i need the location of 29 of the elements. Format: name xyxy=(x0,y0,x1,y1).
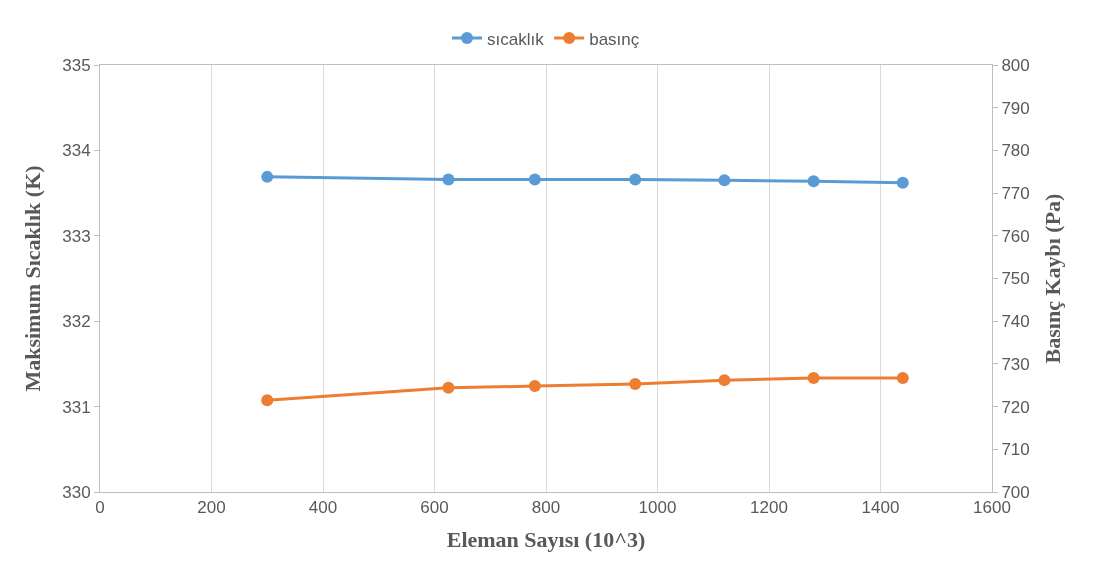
y2-tick-label: 770 xyxy=(1001,184,1030,204)
y2-tick-label: 720 xyxy=(1001,397,1030,417)
x-tick-label: 1200 xyxy=(750,498,788,518)
y-axis-title: Maksimum Sıcaklık (K) xyxy=(20,165,46,392)
y-tick-label: 334 xyxy=(62,141,91,161)
x-tick-label: 200 xyxy=(197,498,226,518)
legend-label: basınç xyxy=(589,29,640,49)
x-tick-label: 1400 xyxy=(861,498,900,518)
legend-label: sıcaklık xyxy=(487,29,545,49)
y2-tick-label: 760 xyxy=(1001,226,1030,246)
x-tick-label: 400 xyxy=(308,498,338,518)
y2-tick-label: 730 xyxy=(1001,354,1030,374)
x-tick-label: 800 xyxy=(531,498,561,518)
y2-tick-label: 750 xyxy=(1001,269,1030,289)
y-tick-label: 335 xyxy=(62,55,91,75)
y2-tick-label: 710 xyxy=(1001,440,1030,460)
y-tick-label: 330 xyxy=(62,482,91,502)
x-tick-label: 0 xyxy=(95,498,105,518)
y-tick-label: 333 xyxy=(62,226,91,246)
y2-tick-label: 790 xyxy=(1001,98,1030,118)
x-tick-label: 600 xyxy=(420,498,449,518)
y2-tick-label: 740 xyxy=(1001,312,1030,332)
x-tick-label: 1000 xyxy=(638,498,677,518)
y-tick-label: 332 xyxy=(62,312,91,332)
y2-axis-title: Basınç Kaybı (Pa) xyxy=(1039,193,1065,364)
y2-tick-label: 800 xyxy=(1001,55,1030,75)
x-axis-title: Eleman Sayısı (10^3) xyxy=(446,527,646,553)
y2-tick-label: 780 xyxy=(1001,141,1030,161)
y-tick-label: 331 xyxy=(62,397,91,417)
